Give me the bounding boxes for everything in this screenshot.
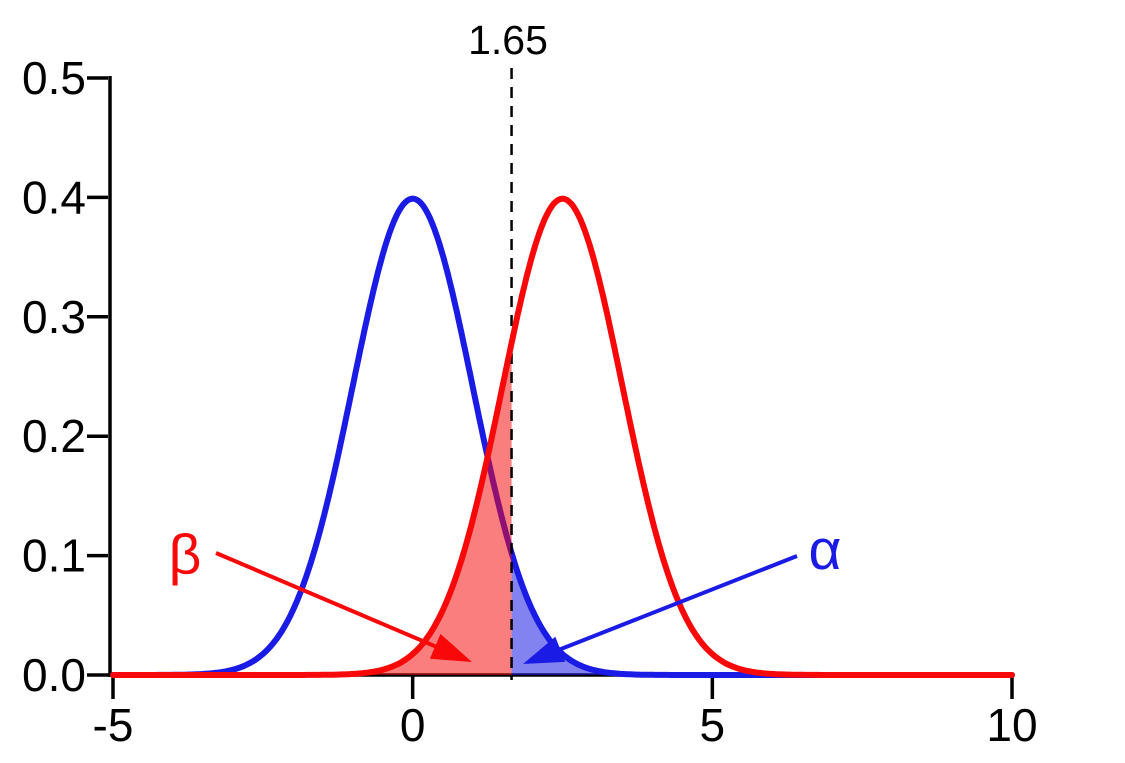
x-tick-label: 0 [400,699,426,751]
y-tick-label: 0.4 [22,171,86,223]
alpha-arrow-line [553,554,798,654]
beta-arrow [215,551,472,662]
alpha-arrow [523,554,798,664]
beta-region-fill [113,343,512,675]
x-tick-label: 5 [700,699,726,751]
y-axis-tick-labels: 0.0 0.1 0.2 0.3 0.4 0.5 [22,52,86,701]
alpha-label: α [809,518,842,582]
y-tick-label: 0.3 [22,291,86,343]
y-tick-label: 0.0 [22,649,86,701]
alternative-distribution-curve [110,195,1015,678]
x-tick-label: -5 [93,699,134,751]
y-tick-label: 0.5 [22,52,86,104]
alpha-arrow-head-icon [523,636,566,664]
critical-value-label: 1.65 [468,17,548,63]
x-axis-tick-labels: -5 0 5 10 [93,699,1038,751]
x-axis-ticks [111,675,1014,699]
beta-arrow-head-icon [429,633,472,662]
y-axis-ticks [87,76,108,677]
axes: 0.0 0.1 0.2 0.3 0.4 0.5 -5 0 5 10 [22,52,1038,751]
alpha-region-fill [511,552,1012,675]
null-distribution-curve [110,195,1015,678]
beta-label: β [169,523,202,587]
beta-arrow-line [215,551,442,651]
y-tick-label: 0.2 [22,410,86,462]
x-tick-label: 10 [986,699,1037,751]
y-tick-label: 0.1 [22,530,86,582]
